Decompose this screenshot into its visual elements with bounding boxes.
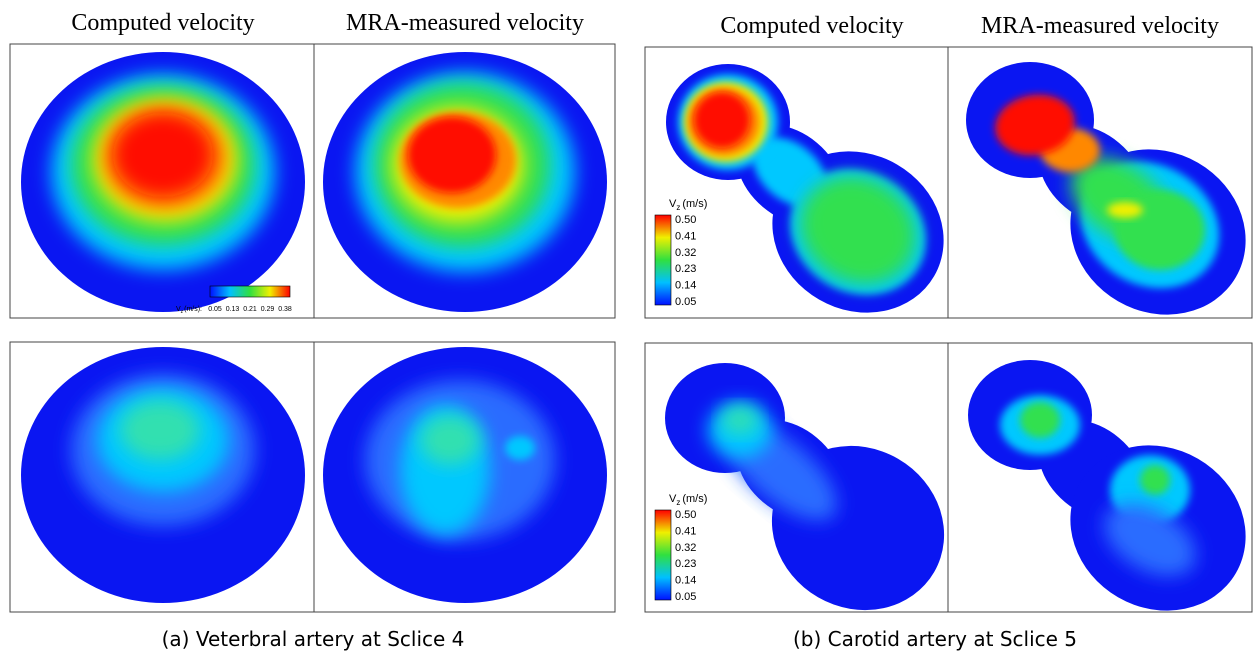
colorbar-label: 0.32 xyxy=(675,542,696,554)
colorbar-label: 0.05 xyxy=(675,296,696,308)
column-title: MRA-measured velocity xyxy=(981,13,1219,39)
contour-plot xyxy=(966,62,1257,346)
unit: (m/s): xyxy=(184,306,202,313)
contour-region xyxy=(1140,465,1170,495)
subscript: z xyxy=(676,203,680,212)
colorbar-label: 0.50 xyxy=(675,509,696,521)
colorbar-bar xyxy=(655,215,671,305)
contour-region xyxy=(120,400,200,460)
contour-region xyxy=(694,92,750,148)
colorbar-label: 0.32 xyxy=(675,247,696,259)
colorbar-label: 0.13 xyxy=(226,306,240,313)
figure: Computed velocity MRA-measured velocity … xyxy=(0,0,1257,658)
unit: (m/s) xyxy=(682,493,707,505)
contour-region xyxy=(722,406,758,434)
colorbar-label: 0.50 xyxy=(675,214,696,226)
colorbar-label: 0.29 xyxy=(261,306,275,313)
colorbar-label: 0.41 xyxy=(675,525,696,537)
contour-region xyxy=(1107,202,1143,218)
contour-region xyxy=(505,436,535,460)
contour-plot xyxy=(666,64,973,344)
colorbar-label: 0.41 xyxy=(675,230,696,242)
plots xyxy=(21,52,1257,642)
colorbar-label: 0.05 xyxy=(675,591,696,603)
contour-region xyxy=(1020,402,1060,438)
subscript: z xyxy=(676,498,680,507)
colorbar-label: 0.23 xyxy=(675,263,696,275)
caption: (b) Carotid artery at Sclice 5 xyxy=(793,627,1077,651)
colorbar-label: 0.38 xyxy=(278,306,292,313)
contour-plot xyxy=(21,52,305,312)
colorbar-title: Vz(m/s): xyxy=(176,306,202,315)
contour-region xyxy=(408,117,496,193)
column-title: Computed velocity xyxy=(720,13,903,39)
colorbar-bar xyxy=(655,510,671,600)
column-title: MRA-measured velocity xyxy=(346,10,584,36)
unit: (m/s) xyxy=(682,198,707,210)
contour-region xyxy=(1115,190,1205,270)
contour-plot xyxy=(665,363,974,641)
contour-region xyxy=(113,113,213,197)
colorbar: Vz(m/s) 0.50 0.41 0.32 0.23 0.14 0.05 xyxy=(655,493,707,603)
colorbar-bar xyxy=(210,286,290,297)
contour-plot xyxy=(323,347,607,603)
colorbar-title: Vz(m/s) xyxy=(669,198,707,212)
colorbar-title: Vz(m/s) xyxy=(669,493,707,507)
column-title: Computed velocity xyxy=(71,10,254,36)
colorbar-label: 0.14 xyxy=(675,280,696,292)
colorbar-label: 0.14 xyxy=(675,575,696,587)
caption: (a) Veterbral artery at Sclice 4 xyxy=(162,627,465,651)
colorbar-label: 0.23 xyxy=(675,558,696,570)
contour-plot xyxy=(968,360,1257,642)
colorbar: Vz(m/s) 0.50 0.41 0.32 0.23 0.14 0.05 xyxy=(655,198,707,308)
colorbar-label: 0.21 xyxy=(243,306,257,313)
contour-plot xyxy=(323,52,607,312)
contour-plot xyxy=(21,347,305,603)
colorbar-label: 0.05 xyxy=(208,306,222,313)
contour-region xyxy=(420,415,480,465)
